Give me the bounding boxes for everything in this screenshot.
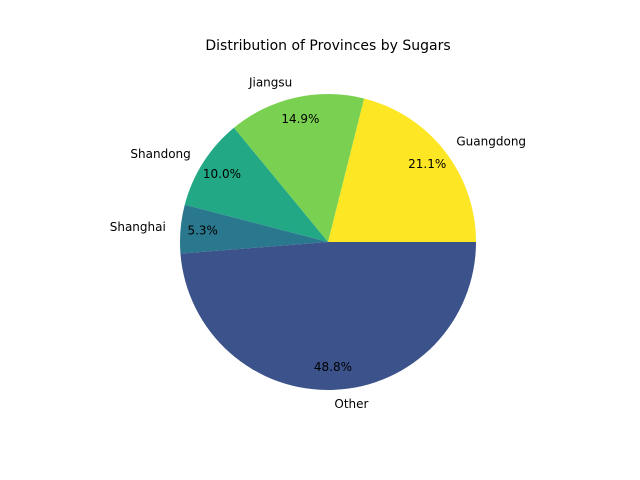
pie-slice-jiangsu: [233, 93, 365, 242]
slice-percent-shandong: 10.0%: [203, 167, 241, 181]
pie-slice-shanghai: [179, 204, 328, 254]
chart-title: Distribution of Provinces by Sugars: [205, 38, 450, 54]
slice-label-other: Other: [334, 397, 368, 411]
slice-label-jiangsu: Jiangsu: [248, 76, 292, 90]
pie-slice-shandong: [184, 127, 328, 242]
slice-label-shanghai: Shanghai: [110, 220, 166, 234]
slice-percent-shanghai: 5.3%: [187, 223, 218, 237]
slice-percent-jiangsu: 14.9%: [281, 112, 319, 126]
slice-percent-other: 48.8%: [314, 360, 352, 374]
slice-percent-guangdong: 21.1%: [408, 157, 446, 171]
pie-labels: Guangdong 21.1% Jiangsu 14.9% Shandong 10.0% S…: [110, 76, 526, 412]
pie-slice-guangdong: [328, 98, 477, 243]
slice-label-shandong: Shandong: [130, 147, 190, 161]
pie-slices: [179, 93, 477, 391]
pie-slice-other: [180, 242, 476, 391]
slice-label-guangdong: Guangdong: [456, 134, 526, 148]
